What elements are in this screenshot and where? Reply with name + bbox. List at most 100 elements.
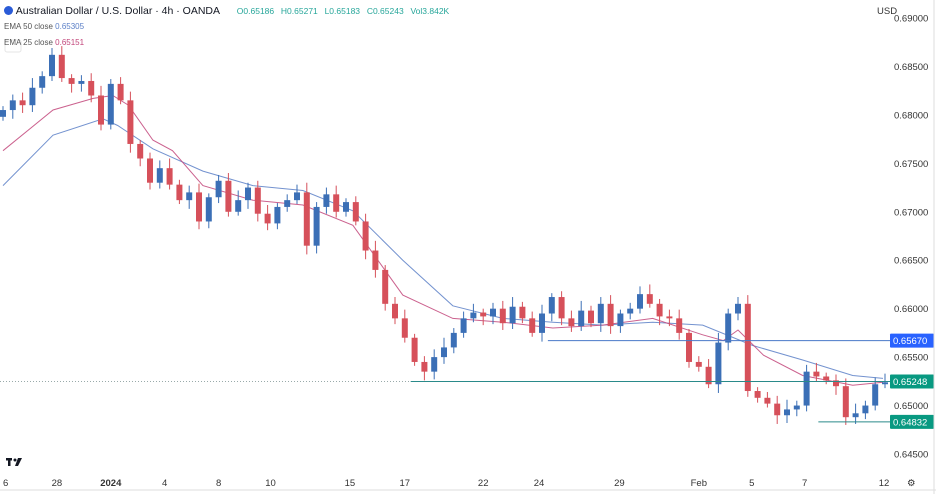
symbol-title[interactable]: Australian Dollar / U.S. Dollar · 4h · O… bbox=[15, 5, 221, 17]
y-tick-label: 0.68000 bbox=[894, 110, 928, 121]
candle-body bbox=[813, 371, 820, 377]
ema25-label[interactable]: EMA 25 close bbox=[4, 38, 53, 47]
candle-body bbox=[235, 200, 242, 212]
candle-body bbox=[558, 297, 565, 319]
candle-body bbox=[882, 382, 888, 385]
candle-body bbox=[352, 202, 359, 222]
candle-body bbox=[343, 202, 349, 212]
candle-body bbox=[9, 100, 16, 111]
candle-body bbox=[19, 100, 26, 106]
candle-body bbox=[0, 110, 6, 117]
x-tick-label: 6 bbox=[3, 478, 8, 489]
x-tick-label: 8 bbox=[216, 478, 221, 489]
candle-body bbox=[705, 366, 712, 385]
candle-body bbox=[401, 318, 408, 338]
price-label-box bbox=[890, 414, 934, 429]
y-tick-label: 0.67000 bbox=[894, 207, 928, 218]
candle-body bbox=[137, 143, 144, 159]
candle-body bbox=[754, 391, 761, 398]
candle-body bbox=[382, 269, 389, 304]
candle-body bbox=[744, 303, 751, 392]
candle-body bbox=[519, 306, 526, 319]
candle-body bbox=[793, 405, 800, 410]
x-tick-label: 24 bbox=[534, 478, 545, 489]
x-tick-label: 4 bbox=[162, 478, 167, 489]
candle-body bbox=[88, 80, 95, 96]
candle-body bbox=[676, 318, 683, 333]
ema25-line bbox=[2, 94, 884, 386]
candle-body bbox=[58, 54, 65, 79]
candle-body bbox=[107, 83, 114, 125]
candle-body bbox=[450, 332, 457, 348]
ohlc-low: L0.65183 bbox=[324, 6, 361, 16]
candle-body bbox=[725, 313, 732, 343]
candle-body bbox=[823, 376, 830, 381]
candle-body bbox=[597, 303, 604, 324]
candle-body bbox=[49, 54, 55, 77]
candle-body bbox=[627, 308, 634, 314]
candle-body bbox=[431, 357, 438, 372]
x-tick-label: 29 bbox=[614, 478, 625, 489]
candle-body bbox=[764, 397, 771, 404]
candle-body bbox=[735, 303, 741, 314]
y-tick-label: 0.66500 bbox=[894, 256, 928, 267]
candle-body bbox=[147, 158, 153, 183]
tradingview-logo bbox=[6, 458, 22, 466]
candle-body bbox=[421, 361, 428, 372]
collapse-legend-button[interactable] bbox=[4, 39, 22, 53]
candle-body bbox=[323, 194, 330, 207]
ema25-value: 0.65151 bbox=[55, 38, 85, 47]
candle-body bbox=[117, 83, 124, 101]
currency-label[interactable]: USD bbox=[877, 6, 897, 17]
candle-body bbox=[166, 168, 173, 185]
x-tick-label: 10 bbox=[265, 478, 276, 489]
x-tick-label: 5 bbox=[749, 478, 754, 489]
candle-body bbox=[842, 386, 849, 418]
candle-body bbox=[333, 194, 340, 212]
candle-body bbox=[715, 342, 722, 385]
candle-body bbox=[127, 100, 134, 144]
candle-body bbox=[254, 187, 261, 214]
candle-body bbox=[205, 197, 212, 222]
x-tick-label: 15 bbox=[345, 478, 356, 489]
volume: Vol3.842K bbox=[410, 6, 450, 16]
candle-body bbox=[490, 308, 496, 317]
candle-body bbox=[39, 76, 46, 88]
candle-body bbox=[833, 380, 839, 387]
symbol-icon bbox=[4, 6, 13, 15]
candle-body bbox=[215, 180, 222, 198]
candle-body bbox=[588, 310, 594, 324]
ema50-label[interactable]: EMA 50 close bbox=[4, 22, 53, 31]
candle-body bbox=[98, 95, 104, 125]
price-label: 0.65670 bbox=[893, 336, 927, 347]
settings-icon[interactable]: ⚙ bbox=[907, 478, 916, 489]
price-label: 0.65248 bbox=[893, 377, 927, 388]
y-tick-label: 0.65500 bbox=[894, 353, 928, 364]
x-tick-label: 22 bbox=[478, 478, 489, 489]
price-label: 0.64832 bbox=[893, 417, 927, 428]
ohlc-high: H0.65271 bbox=[280, 6, 318, 16]
candle-body bbox=[78, 80, 85, 84]
x-tick-label: 7 bbox=[802, 478, 807, 489]
candle-body bbox=[196, 192, 202, 222]
candle-body bbox=[666, 316, 673, 319]
candle-body bbox=[29, 87, 36, 106]
x-tick-label: 12 bbox=[879, 478, 890, 489]
y-tick-label: 0.67500 bbox=[894, 159, 928, 170]
x-tick-label: 17 bbox=[400, 478, 411, 489]
candle-body bbox=[362, 221, 369, 251]
candle-body bbox=[460, 318, 467, 333]
x-tick-label: Feb bbox=[691, 478, 707, 489]
candle-body bbox=[441, 347, 447, 358]
candle-body bbox=[245, 187, 251, 201]
y-tick-label: 0.69000 bbox=[894, 14, 928, 25]
candle-body bbox=[578, 310, 585, 327]
candle-body bbox=[774, 403, 781, 416]
candle-body bbox=[686, 332, 692, 362]
candle-body bbox=[176, 184, 183, 201]
candle-body bbox=[784, 409, 790, 416]
ema50-value: 0.65305 bbox=[55, 22, 85, 31]
candle-body bbox=[695, 361, 702, 367]
candle-body bbox=[274, 206, 281, 224]
